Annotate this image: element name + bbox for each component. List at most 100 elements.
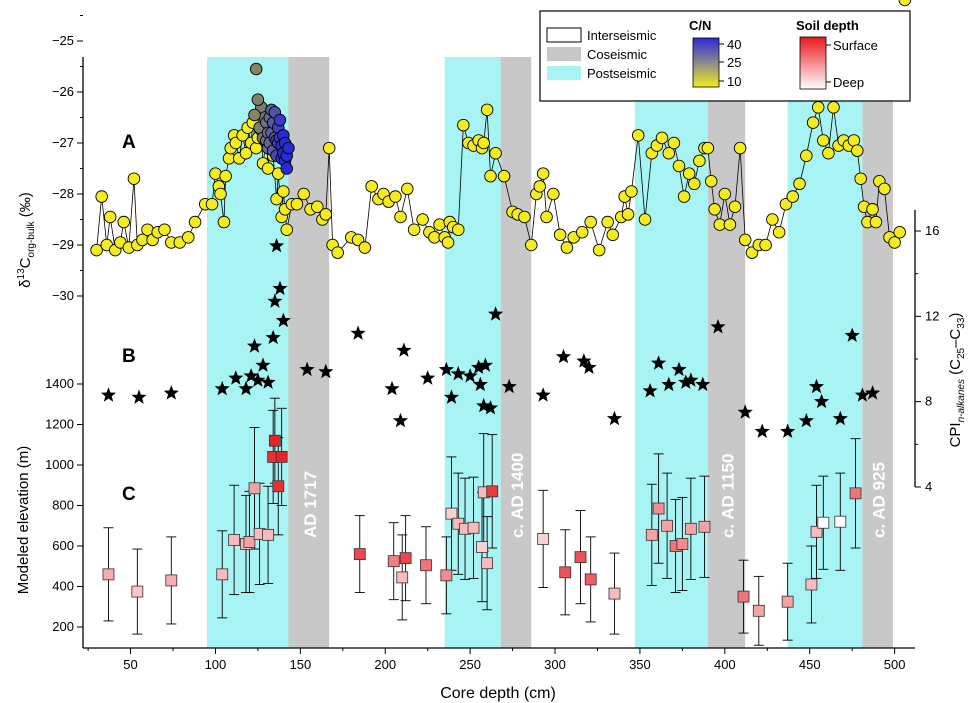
d13c-point: [219, 169, 232, 183]
d13c-point: [389, 190, 402, 203]
elev-point: [399, 552, 412, 565]
elev-point: [275, 450, 288, 463]
y-title-a: δ13Corg-bulk (‰): [16, 192, 37, 288]
legend-swatch-postseismic: [547, 66, 581, 80]
legend-box: [539, 10, 911, 102]
d13c-point: [662, 146, 676, 160]
d13c-point: [793, 177, 806, 191]
d13c-point: [575, 225, 589, 239]
elev-point: [262, 528, 274, 541]
event-label: AD 1717: [301, 471, 320, 538]
elev-point: [781, 595, 794, 608]
elev-point: [652, 502, 665, 515]
y-tick-label-a: −30: [52, 288, 74, 303]
elev-point: [849, 487, 862, 500]
elev-point: [584, 573, 597, 586]
cpi-star: [269, 237, 285, 253]
d13c-point: [772, 225, 786, 239]
d13c-point: [525, 238, 538, 252]
d13c-point: [319, 208, 333, 221]
cpi-star: [535, 387, 551, 402]
d13c-point: [866, 203, 879, 216]
legend-swatch-coseismic: [547, 47, 581, 61]
cpi-star: [581, 359, 597, 374]
elev-point: [661, 519, 673, 532]
d13c-point: [484, 169, 497, 183]
elev-point: [645, 528, 658, 541]
cpi-star: [260, 374, 276, 389]
elev-point: [467, 521, 480, 534]
elev-point: [834, 515, 847, 528]
elev-point: [559, 566, 572, 579]
y-tick-label-c: 200: [52, 619, 74, 634]
cpi-star: [683, 372, 699, 387]
y-tick-label-c: 800: [52, 498, 74, 513]
d13c-point: [90, 243, 103, 257]
d13c-point: [592, 243, 606, 257]
d13c-point: [249, 141, 263, 155]
d13c-point: [277, 185, 290, 198]
cpi-star: [488, 306, 504, 321]
cpi-star: [255, 357, 271, 372]
legend-soil-colorbar: [799, 36, 827, 90]
d13c-point-high-cn: [249, 62, 263, 76]
d13c-point: [667, 136, 681, 150]
elev-point: [810, 525, 823, 538]
d13c-point: [158, 223, 171, 236]
cpi-star: [396, 342, 412, 357]
y-tick-label-b: 8: [925, 394, 932, 409]
y-tick-label-a: −26: [52, 84, 74, 99]
d13c-point: [800, 149, 813, 162]
d13c-point: [536, 167, 550, 180]
x-tick-label: 350: [629, 657, 651, 672]
cpi-star: [737, 404, 753, 419]
y-tick-label-a: −28: [52, 186, 74, 201]
cpi-star: [228, 370, 244, 385]
elev-point: [268, 434, 281, 447]
d13c-point: [704, 174, 718, 188]
cpi-star: [275, 312, 291, 328]
y-tick-label-c: 600: [52, 538, 74, 553]
elev-point: [684, 522, 697, 535]
event-labels: AD 1717 c. AD 1400 c. AD 1150 c. AD 925: [301, 453, 889, 538]
panel-label-a: A: [122, 132, 136, 153]
cpi-star: [555, 348, 572, 364]
d13c-point: [358, 241, 372, 254]
legend-cn-tick-25: 25: [727, 55, 741, 70]
coseismic-band: [862, 57, 893, 648]
cpi-star: [482, 400, 499, 415]
elev-point: [243, 536, 256, 548]
cpi-star: [678, 374, 694, 389]
d13c-point: [723, 218, 737, 231]
cpi-star: [854, 387, 870, 402]
cpi-star: [384, 380, 400, 396]
coseismic-band: [500, 57, 532, 648]
cpi-star: [477, 357, 493, 372]
d13c-point: [311, 200, 324, 213]
cpi-star: [250, 372, 266, 387]
legend-cn-tick-10: 10: [727, 74, 741, 89]
cpi-star: [476, 397, 492, 413]
d13c-point: [188, 215, 202, 229]
legend-cn-colorbar: [692, 37, 720, 88]
d13c-point: [827, 101, 840, 114]
elev-point: [440, 569, 453, 582]
d13c-point: [817, 134, 830, 147]
d13c-point: [655, 131, 669, 145]
y-tick-label-c: 1000: [45, 457, 74, 472]
d13c-point: [718, 187, 732, 201]
elev-point: [476, 541, 488, 553]
cpi-star: [267, 293, 283, 308]
elev-point: [387, 555, 400, 568]
cpi-star: [392, 412, 409, 428]
cpi-star: [462, 368, 478, 383]
cpi-star: [131, 389, 147, 404]
elev-point: [737, 590, 750, 603]
d13c-point: [553, 228, 567, 242]
cpi-star: [246, 338, 263, 353]
d13c-point: [625, 185, 638, 198]
d13c-point: [672, 159, 686, 173]
x-tick-label: 150: [289, 657, 311, 672]
d13c-point: [205, 197, 219, 211]
legend-soil-surface: Surface: [833, 38, 878, 53]
